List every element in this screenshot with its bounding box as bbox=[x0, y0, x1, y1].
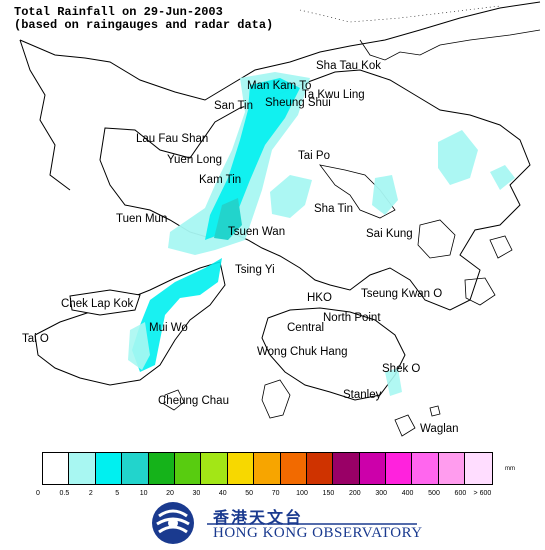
place-tuen-mun: Tuen Mun bbox=[116, 213, 168, 225]
logo-underline bbox=[207, 523, 417, 525]
legend-swatch bbox=[174, 453, 202, 484]
legend-swatch bbox=[280, 453, 307, 484]
legend-tick-label: 20 bbox=[166, 490, 174, 497]
map-title: Total Rainfall on 29-Jun-2003 (based on … bbox=[14, 6, 273, 32]
legend-tick-label: 2 bbox=[88, 490, 93, 497]
legend-tick-label: > 600 bbox=[473, 490, 492, 497]
place-kam-tin: Kam Tin bbox=[199, 174, 242, 186]
legend-color-bar bbox=[42, 452, 493, 485]
title-line-2: (based on raingauges and radar data) bbox=[14, 18, 274, 32]
rain-area-medium bbox=[205, 78, 300, 240]
logo-chinese-name: 香港天文台 bbox=[213, 508, 304, 527]
rain-area-light-east bbox=[270, 130, 515, 218]
hong-kong-island bbox=[261, 307, 406, 401]
place-north-point: North Point bbox=[323, 312, 381, 324]
place-lau-fau-shan: Lau Fau Shan bbox=[136, 133, 209, 145]
legend-swatch bbox=[333, 453, 360, 484]
place-ta-kwu-ling: Ta Kwu Ling bbox=[302, 89, 365, 101]
legend-tick-label: 150 bbox=[322, 490, 335, 497]
legend-tick-label: 300 bbox=[375, 490, 388, 497]
legend-swatch bbox=[254, 453, 281, 484]
place-man-kam-to: Man Kam To bbox=[247, 80, 312, 92]
legend-tick-label: 0 bbox=[36, 490, 40, 497]
legend-unit: mm bbox=[505, 466, 515, 472]
mainland-china bbox=[19, 1, 541, 101]
place-tsuen-wan: Tsuen Wan bbox=[228, 226, 286, 238]
place-tseung-kwan-o: Tseung Kwan O bbox=[361, 288, 443, 300]
place-sha-tin: Sha Tin bbox=[314, 203, 353, 215]
place-shek-o: Shek O bbox=[382, 363, 421, 375]
legend-tick-label: 5 bbox=[115, 490, 120, 497]
place-yuen-long: Yuen Long bbox=[167, 154, 223, 166]
legend-tick-label: 30 bbox=[192, 490, 201, 497]
legend-tick-label: 70 bbox=[271, 490, 280, 497]
legend-swatch bbox=[412, 453, 439, 484]
lamma-island bbox=[261, 379, 291, 419]
legend-swatch bbox=[227, 453, 255, 484]
place-chek-lap-kok: Chek Lap Kok bbox=[61, 298, 134, 310]
legend-tick-label: 400 bbox=[401, 490, 414, 497]
place-tai-o: Tai O bbox=[22, 333, 49, 345]
legend-swatch bbox=[306, 453, 334, 484]
title-line-1: Total Rainfall on 29-Jun-2003 bbox=[14, 5, 223, 19]
place-wong-chuk-hang: Wong Chuk Hang bbox=[257, 346, 348, 358]
legend-tick-label: 10 bbox=[139, 490, 148, 497]
logo-english-name: HONG KONG OBSERVATORY bbox=[213, 525, 423, 541]
place-tai-po: Tai Po bbox=[298, 150, 330, 162]
legend-tick-label: 0.5 bbox=[59, 490, 70, 497]
legend-tick-label: 40 bbox=[218, 490, 227, 497]
legend-swatch bbox=[386, 453, 413, 484]
legend-swatch bbox=[122, 453, 149, 484]
place-waglan: Waglan bbox=[420, 423, 459, 435]
legend-tick-label: 200 bbox=[348, 490, 361, 497]
legend-swatch bbox=[438, 453, 466, 484]
legend-tick-label: 50 bbox=[245, 490, 254, 497]
place-cheung-chau: Cheung Chau bbox=[158, 395, 229, 407]
place-sheung-shui: Sheung Shui bbox=[265, 97, 331, 109]
legend-swatch bbox=[69, 453, 96, 484]
place-stanley: Stanley bbox=[343, 389, 382, 401]
cheung-chau-island bbox=[163, 389, 185, 411]
shenzhen-bay-coast bbox=[19, 39, 71, 191]
place-tsing-yi: Tsing Yi bbox=[235, 264, 275, 276]
legend-swatch bbox=[201, 453, 228, 484]
chek-lap-kok-airport bbox=[69, 289, 141, 316]
hko-logo: 香港天文台 HONG KONG OBSERVATORY bbox=[147, 500, 422, 546]
legend-swatch bbox=[465, 453, 492, 484]
place-hko: HKO bbox=[307, 292, 332, 304]
border-dashes bbox=[299, 5, 501, 23]
legend-swatch bbox=[95, 453, 123, 484]
legend-swatch bbox=[148, 453, 175, 484]
northern-coastline-detail bbox=[359, 29, 541, 61]
legend-tick-label: 100 bbox=[296, 490, 308, 497]
place-sha-tau-kok: Sha Tau Kok bbox=[316, 60, 382, 72]
sai-kung-islands bbox=[417, 219, 513, 306]
hko-emblem-icon bbox=[152, 502, 194, 544]
legend-swatch bbox=[43, 453, 70, 484]
waglan-islets bbox=[394, 405, 441, 437]
place-san-tin: San Tin bbox=[214, 100, 253, 112]
rain-area-lantau bbox=[132, 258, 222, 372]
legend-tick-label: 600 bbox=[454, 490, 467, 497]
place-sai-kung: Sai Kung bbox=[366, 228, 413, 240]
place-central: Central bbox=[287, 322, 325, 334]
place-mui-wo: Mui Wo bbox=[149, 322, 188, 334]
legend-swatch bbox=[359, 453, 387, 484]
legend-tick-label: 500 bbox=[428, 490, 440, 497]
rainfall-map bbox=[19, 1, 541, 437]
rain-area-heavy bbox=[214, 198, 242, 240]
